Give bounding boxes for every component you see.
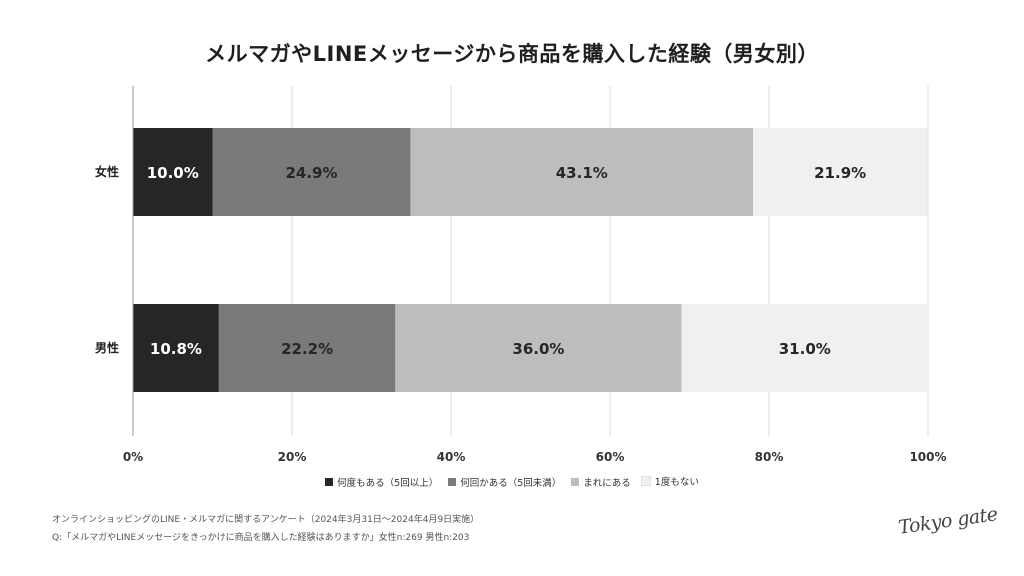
data-label: 31.0% bbox=[779, 340, 831, 358]
data-label: 10.0% bbox=[147, 164, 199, 182]
category-label: 男性 bbox=[95, 340, 119, 355]
bar-segment bbox=[681, 304, 928, 392]
x-tick-label: 100% bbox=[909, 450, 946, 464]
legend-label: まれにある bbox=[583, 478, 631, 489]
data-label: 22.2% bbox=[281, 340, 333, 358]
x-tick-label: 80% bbox=[755, 450, 784, 464]
data-label: 43.1% bbox=[556, 164, 608, 182]
legend-swatch bbox=[448, 478, 457, 486]
bar-segment bbox=[753, 128, 928, 216]
data-label: 36.0% bbox=[512, 340, 564, 358]
bar-segment bbox=[410, 128, 754, 216]
data-label: 24.9% bbox=[285, 164, 337, 182]
legend-swatch bbox=[640, 476, 651, 486]
bar-segment bbox=[395, 304, 682, 392]
bar-segment bbox=[133, 128, 213, 216]
legend: 何度もある（5回以上） 何回かある（5回未満） まれにある 1度もない bbox=[0, 474, 1024, 489]
legend-item: まれにある bbox=[571, 475, 631, 489]
x-tick-label: 20% bbox=[278, 450, 307, 464]
legend-item: 1度もない bbox=[640, 474, 699, 488]
bar-segment bbox=[218, 304, 396, 392]
legend-swatch bbox=[571, 478, 580, 486]
survey-note: オンラインショッピングのLINE・メルマガに関するアンケート（2024年3月31… bbox=[52, 515, 480, 525]
legend-item: 何度もある（5回以上） bbox=[325, 475, 438, 489]
legend-label: 何度もある（5回以上） bbox=[337, 478, 439, 489]
x-tick-label: 0% bbox=[123, 450, 143, 464]
bar-segment bbox=[212, 128, 411, 216]
x-tick-label: 60% bbox=[596, 450, 625, 464]
question-note: Q:「メルマガやLINEメッセージをきっかけに商品を購入した経験はありますか」女… bbox=[52, 533, 470, 543]
x-tick-label: 40% bbox=[437, 450, 466, 464]
bar-segment bbox=[133, 304, 219, 392]
chart-title: メルマガやLINEメッセージから商品を購入した経験（男女別） bbox=[205, 42, 819, 66]
legend-swatch bbox=[325, 478, 334, 486]
data-label: 21.9% bbox=[814, 164, 866, 182]
data-label: 10.8% bbox=[150, 340, 202, 358]
legend-label: 何回かある（5回未満） bbox=[460, 478, 562, 489]
legend-item: 何回かある（5回未満） bbox=[448, 475, 561, 489]
category-label: 女性 bbox=[95, 164, 119, 179]
legend-label: 1度もない bbox=[654, 477, 699, 488]
